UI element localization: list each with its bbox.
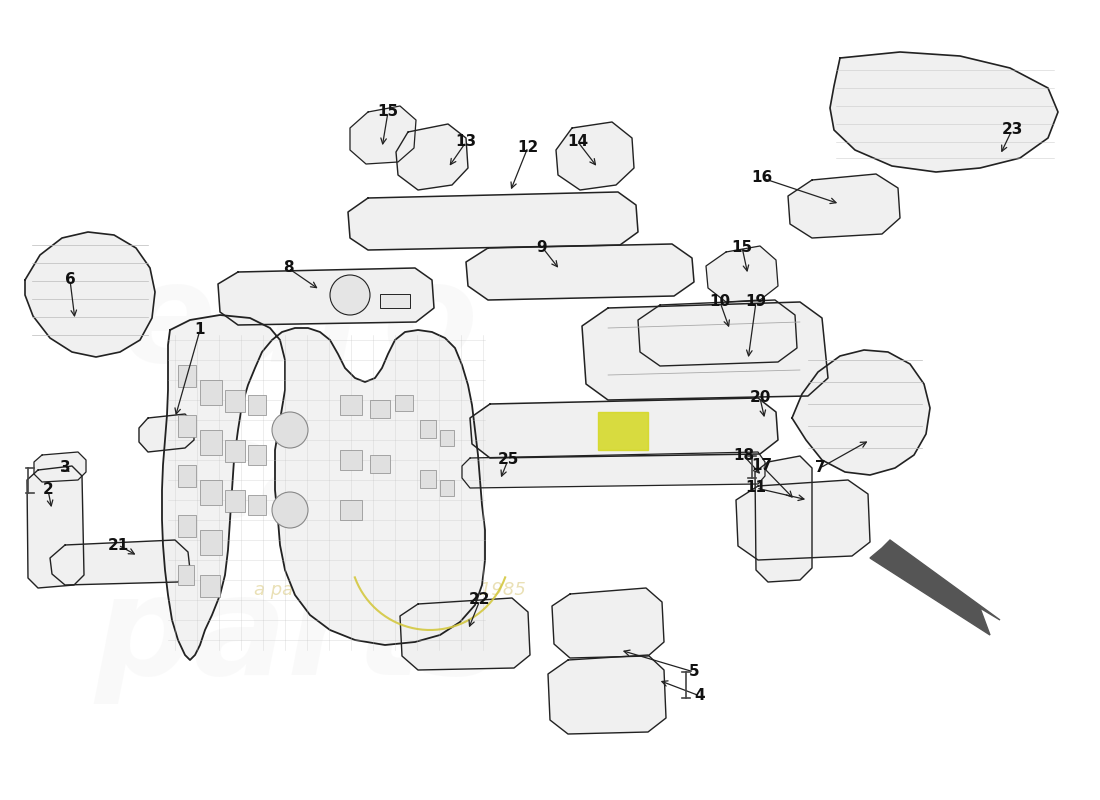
Text: 9: 9: [537, 239, 548, 254]
Polygon shape: [50, 540, 190, 585]
Circle shape: [330, 275, 370, 315]
Text: 1: 1: [195, 322, 206, 338]
Polygon shape: [830, 52, 1058, 172]
Text: 23: 23: [1001, 122, 1023, 138]
Text: 12: 12: [517, 139, 539, 154]
Text: 2: 2: [43, 482, 54, 498]
Circle shape: [272, 412, 308, 448]
Bar: [226, 490, 245, 512]
Polygon shape: [348, 192, 638, 250]
Bar: [200, 480, 222, 505]
Polygon shape: [598, 412, 648, 450]
Polygon shape: [350, 106, 416, 164]
Text: a passion for parts since 1985: a passion for parts since 1985: [254, 581, 526, 599]
Polygon shape: [788, 174, 900, 238]
Polygon shape: [462, 452, 764, 488]
Polygon shape: [556, 122, 634, 190]
Bar: [440, 480, 454, 496]
Text: 20: 20: [749, 390, 771, 406]
Bar: [340, 500, 362, 520]
Text: 25: 25: [497, 453, 519, 467]
Bar: [248, 495, 266, 515]
Polygon shape: [736, 480, 870, 560]
Polygon shape: [34, 452, 86, 482]
Text: 11: 11: [746, 481, 767, 495]
Bar: [200, 575, 220, 597]
Bar: [226, 390, 245, 412]
Text: 21: 21: [108, 538, 129, 553]
Bar: [440, 430, 454, 446]
Text: 16: 16: [751, 170, 772, 186]
Bar: [178, 465, 196, 487]
Polygon shape: [638, 300, 798, 366]
Polygon shape: [28, 466, 84, 588]
Bar: [379, 294, 410, 308]
Text: 7: 7: [815, 461, 825, 475]
Polygon shape: [755, 456, 812, 582]
Bar: [200, 530, 222, 555]
Text: 19: 19: [746, 294, 767, 310]
Text: 4: 4: [695, 689, 705, 703]
Text: 14: 14: [568, 134, 588, 150]
Polygon shape: [396, 124, 468, 190]
Bar: [178, 415, 196, 437]
Polygon shape: [162, 315, 485, 660]
Text: 8: 8: [283, 261, 294, 275]
Text: 13: 13: [455, 134, 476, 150]
Polygon shape: [466, 244, 694, 300]
Text: 18: 18: [734, 449, 755, 463]
Text: 17: 17: [751, 458, 772, 474]
Polygon shape: [400, 598, 530, 670]
Bar: [178, 515, 196, 537]
Polygon shape: [582, 302, 828, 400]
Polygon shape: [792, 350, 930, 475]
Bar: [248, 445, 266, 465]
Bar: [178, 565, 194, 585]
Bar: [340, 395, 362, 415]
Polygon shape: [218, 268, 434, 325]
Bar: [248, 395, 266, 415]
Text: 5: 5: [689, 665, 700, 679]
Bar: [420, 470, 436, 488]
Bar: [200, 430, 222, 455]
Polygon shape: [139, 414, 194, 452]
Circle shape: [272, 492, 308, 528]
Polygon shape: [470, 398, 778, 458]
Bar: [340, 450, 362, 470]
Text: 3: 3: [59, 461, 70, 475]
Text: 6: 6: [65, 273, 76, 287]
Text: 10: 10: [710, 294, 730, 310]
Text: 22: 22: [470, 593, 491, 607]
Bar: [395, 395, 412, 411]
Polygon shape: [870, 540, 1000, 635]
Bar: [370, 400, 390, 418]
Polygon shape: [25, 232, 155, 357]
Polygon shape: [548, 655, 666, 734]
Bar: [226, 440, 245, 462]
Bar: [178, 365, 196, 387]
Bar: [420, 420, 436, 438]
Text: 15: 15: [732, 239, 752, 254]
Text: euro
car
parts: euro car parts: [95, 256, 505, 704]
Bar: [370, 455, 390, 473]
Polygon shape: [552, 588, 664, 658]
Bar: [200, 380, 222, 405]
Text: 15: 15: [377, 105, 398, 119]
Polygon shape: [706, 246, 778, 302]
